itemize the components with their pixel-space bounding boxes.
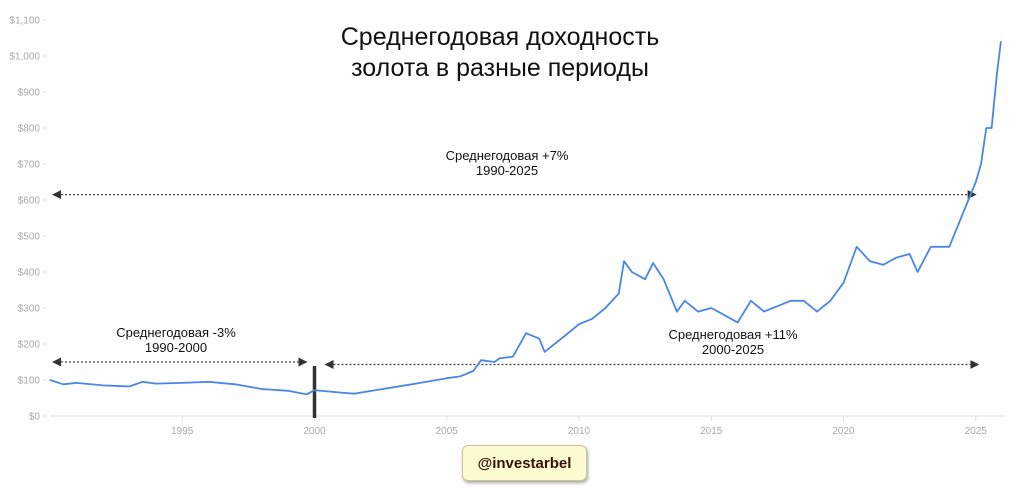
y-tick-label: $0 [29,412,41,423]
data-point [930,246,932,248]
data-point [710,307,712,309]
x-tick-label: 2025 [965,426,988,437]
data-point [261,388,263,390]
data-point [750,300,752,302]
data-point [1000,41,1002,43]
data-point [472,370,474,372]
data-point [62,383,64,385]
data-point [803,300,805,302]
data-point [663,278,665,280]
y-tick-label: $100 [18,376,41,387]
data-point [652,262,654,264]
data-point [961,213,964,215]
data-point [141,381,144,383]
data-point [155,383,157,385]
data-point [737,321,739,323]
data-point [991,127,993,129]
annotation-text: 1990-2000 [145,340,207,355]
y-tick-label: $900 [18,88,41,99]
data-point [591,318,593,320]
annotation-text: Среднегодовая +11% [668,327,798,342]
data-point [996,73,998,75]
data-point [234,383,236,385]
data-point [287,390,289,392]
data-point [869,260,871,262]
data-point [499,357,501,359]
data-point [790,300,792,302]
y-tick-label: $1,000 [9,52,40,63]
y-tick-label: $700 [18,160,41,171]
x-tick-label: 2015 [700,426,723,437]
y-tick-label: $400 [18,268,41,279]
data-point [975,181,977,183]
data-point [102,384,104,386]
annotation-text: Среднегодовая -3% [116,325,236,340]
data-point [618,293,620,295]
data-point [882,264,884,266]
data-point [985,127,987,129]
x-tick-label: 2010 [568,426,591,437]
data-point [895,257,898,259]
data-point [763,311,765,313]
data-point [684,300,686,302]
data-point [75,382,78,384]
data-point [723,314,726,316]
data-point [644,278,646,280]
price-line [49,41,1002,396]
data-point [909,253,911,255]
data-point [305,393,308,395]
chart-title-line-1: Среднегодовая доходность [340,23,660,51]
y-tick-label: $800 [18,124,41,135]
chart-title: Среднегодовая доходность золота в разные… [250,22,750,84]
data-point [512,356,514,358]
watermark-badge: @investarbel [462,445,587,481]
chart-title-line-2: золота в разные периоды [351,54,649,82]
y-tick-label: $200 [18,340,41,351]
data-point [49,379,51,381]
data-point [829,300,831,302]
data-point [544,351,546,353]
annotation-text: 1990-2025 [476,163,538,178]
data-point [525,332,527,334]
data-point [816,311,818,313]
y-tick-label: $300 [18,304,41,315]
data-point [697,311,699,313]
x-tick-label: 1995 [171,426,194,437]
data-point [538,338,540,340]
data-point [181,382,183,384]
data-point [340,392,342,394]
data-point [480,359,482,361]
x-tick-label: 2000 [303,426,326,437]
data-point [776,305,778,307]
data-point [565,334,567,336]
data-point [631,271,633,273]
data-point [980,163,982,165]
data-point [208,381,210,383]
y-tick-label: $500 [18,232,41,243]
data-point [493,361,495,363]
data-point [393,386,395,388]
x-tick-label: 2005 [436,426,459,437]
data-point [578,323,580,325]
data-point [366,390,368,393]
data-point [353,393,355,395]
data-point [948,246,950,248]
y-tick-label: $1,100 [9,16,40,27]
x-tick-label: 2020 [832,426,855,437]
annotation-text: Среднегодовая +7% [446,148,569,163]
annotation-text: 2000-2025 [702,342,764,357]
data-point [459,375,461,377]
data-point [419,382,421,384]
data-point [676,311,678,313]
y-tick-label: $600 [18,196,41,207]
data-point [446,377,448,379]
data-point [128,385,130,388]
data-point [916,271,919,273]
data-point [313,389,316,391]
data-point [856,246,858,248]
data-point [623,260,625,262]
data-point [604,307,607,309]
data-point [842,282,845,284]
